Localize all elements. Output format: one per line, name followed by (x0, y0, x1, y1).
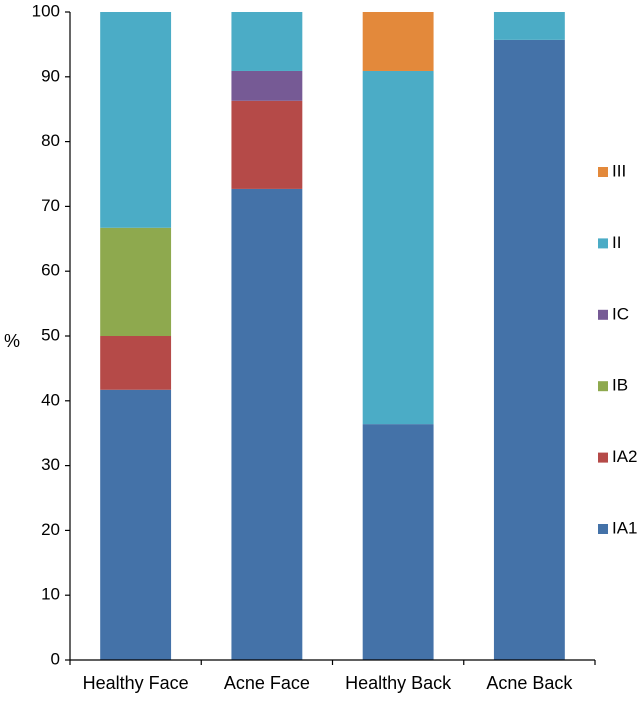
legend-swatch-ia1 (598, 524, 608, 534)
legend-label-ib: IB (612, 376, 628, 395)
bar-segment-ib-0 (100, 227, 172, 336)
bar-segment-ia1-2 (362, 424, 434, 660)
legend-swatch-ib (598, 381, 608, 392)
bar-segment-ia2-0 (100, 336, 172, 390)
y-tick-label-10: 10 (41, 585, 60, 604)
bar-segment-ia1-1 (231, 188, 303, 660)
bar-segment-ii-1 (231, 12, 303, 71)
bar-segment-ii-2 (362, 70, 434, 425)
y-tick-label-90: 90 (41, 66, 60, 85)
legend-swatch-ii (598, 238, 608, 249)
bar-segment-ic-1 (231, 70, 303, 101)
y-tick-label-40: 40 (41, 390, 60, 409)
x-category-label-2: Healthy Back (345, 673, 452, 693)
legend-label-ia1: IA1 (612, 518, 638, 537)
bar-segment-ia1-3 (493, 39, 565, 661)
bar-segment-ii-0 (100, 12, 172, 228)
bars-group (100, 12, 565, 661)
y-tick-label-30: 30 (41, 455, 60, 474)
legend-label-ii: II (612, 233, 621, 252)
y-axis-label: % (4, 331, 20, 351)
x-category-label-1: Acne Face (224, 673, 310, 693)
y-ticks-group: 0 10 20 30 40 50 60 70 80 90 100 (32, 1, 70, 668)
y-tick-label-20: 20 (41, 520, 60, 539)
y-tick-label-80: 80 (41, 131, 60, 150)
y-tick-label-70: 70 (41, 196, 60, 215)
legend-swatch-ic (598, 309, 608, 320)
bar-segment-ii-3 (493, 12, 565, 40)
y-tick-label-0: 0 (51, 649, 60, 668)
x-category-label-0: Healthy Face (83, 673, 189, 693)
x-categories-group: Healthy Face Acne Face Healthy Back Acne Ba… (69, 660, 596, 693)
legend-label-iii: III (612, 161, 626, 180)
legend-label-ic: IC (612, 304, 629, 323)
y-tick-label-50: 50 (41, 325, 60, 344)
bar-segment-ia1-0 (100, 389, 172, 660)
x-category-label-3: Acne Back (486, 673, 573, 693)
y-tick-label-60: 60 (41, 261, 60, 280)
legend-swatch-iii (598, 167, 608, 177)
legend-label-ia2: IA2 (612, 447, 638, 466)
y-tick-label-100: 100 (32, 1, 60, 20)
bar-segment-iii-2 (362, 12, 434, 71)
bar-segment-ia2-1 (231, 100, 303, 189)
legend-swatch-ia2 (598, 452, 608, 463)
